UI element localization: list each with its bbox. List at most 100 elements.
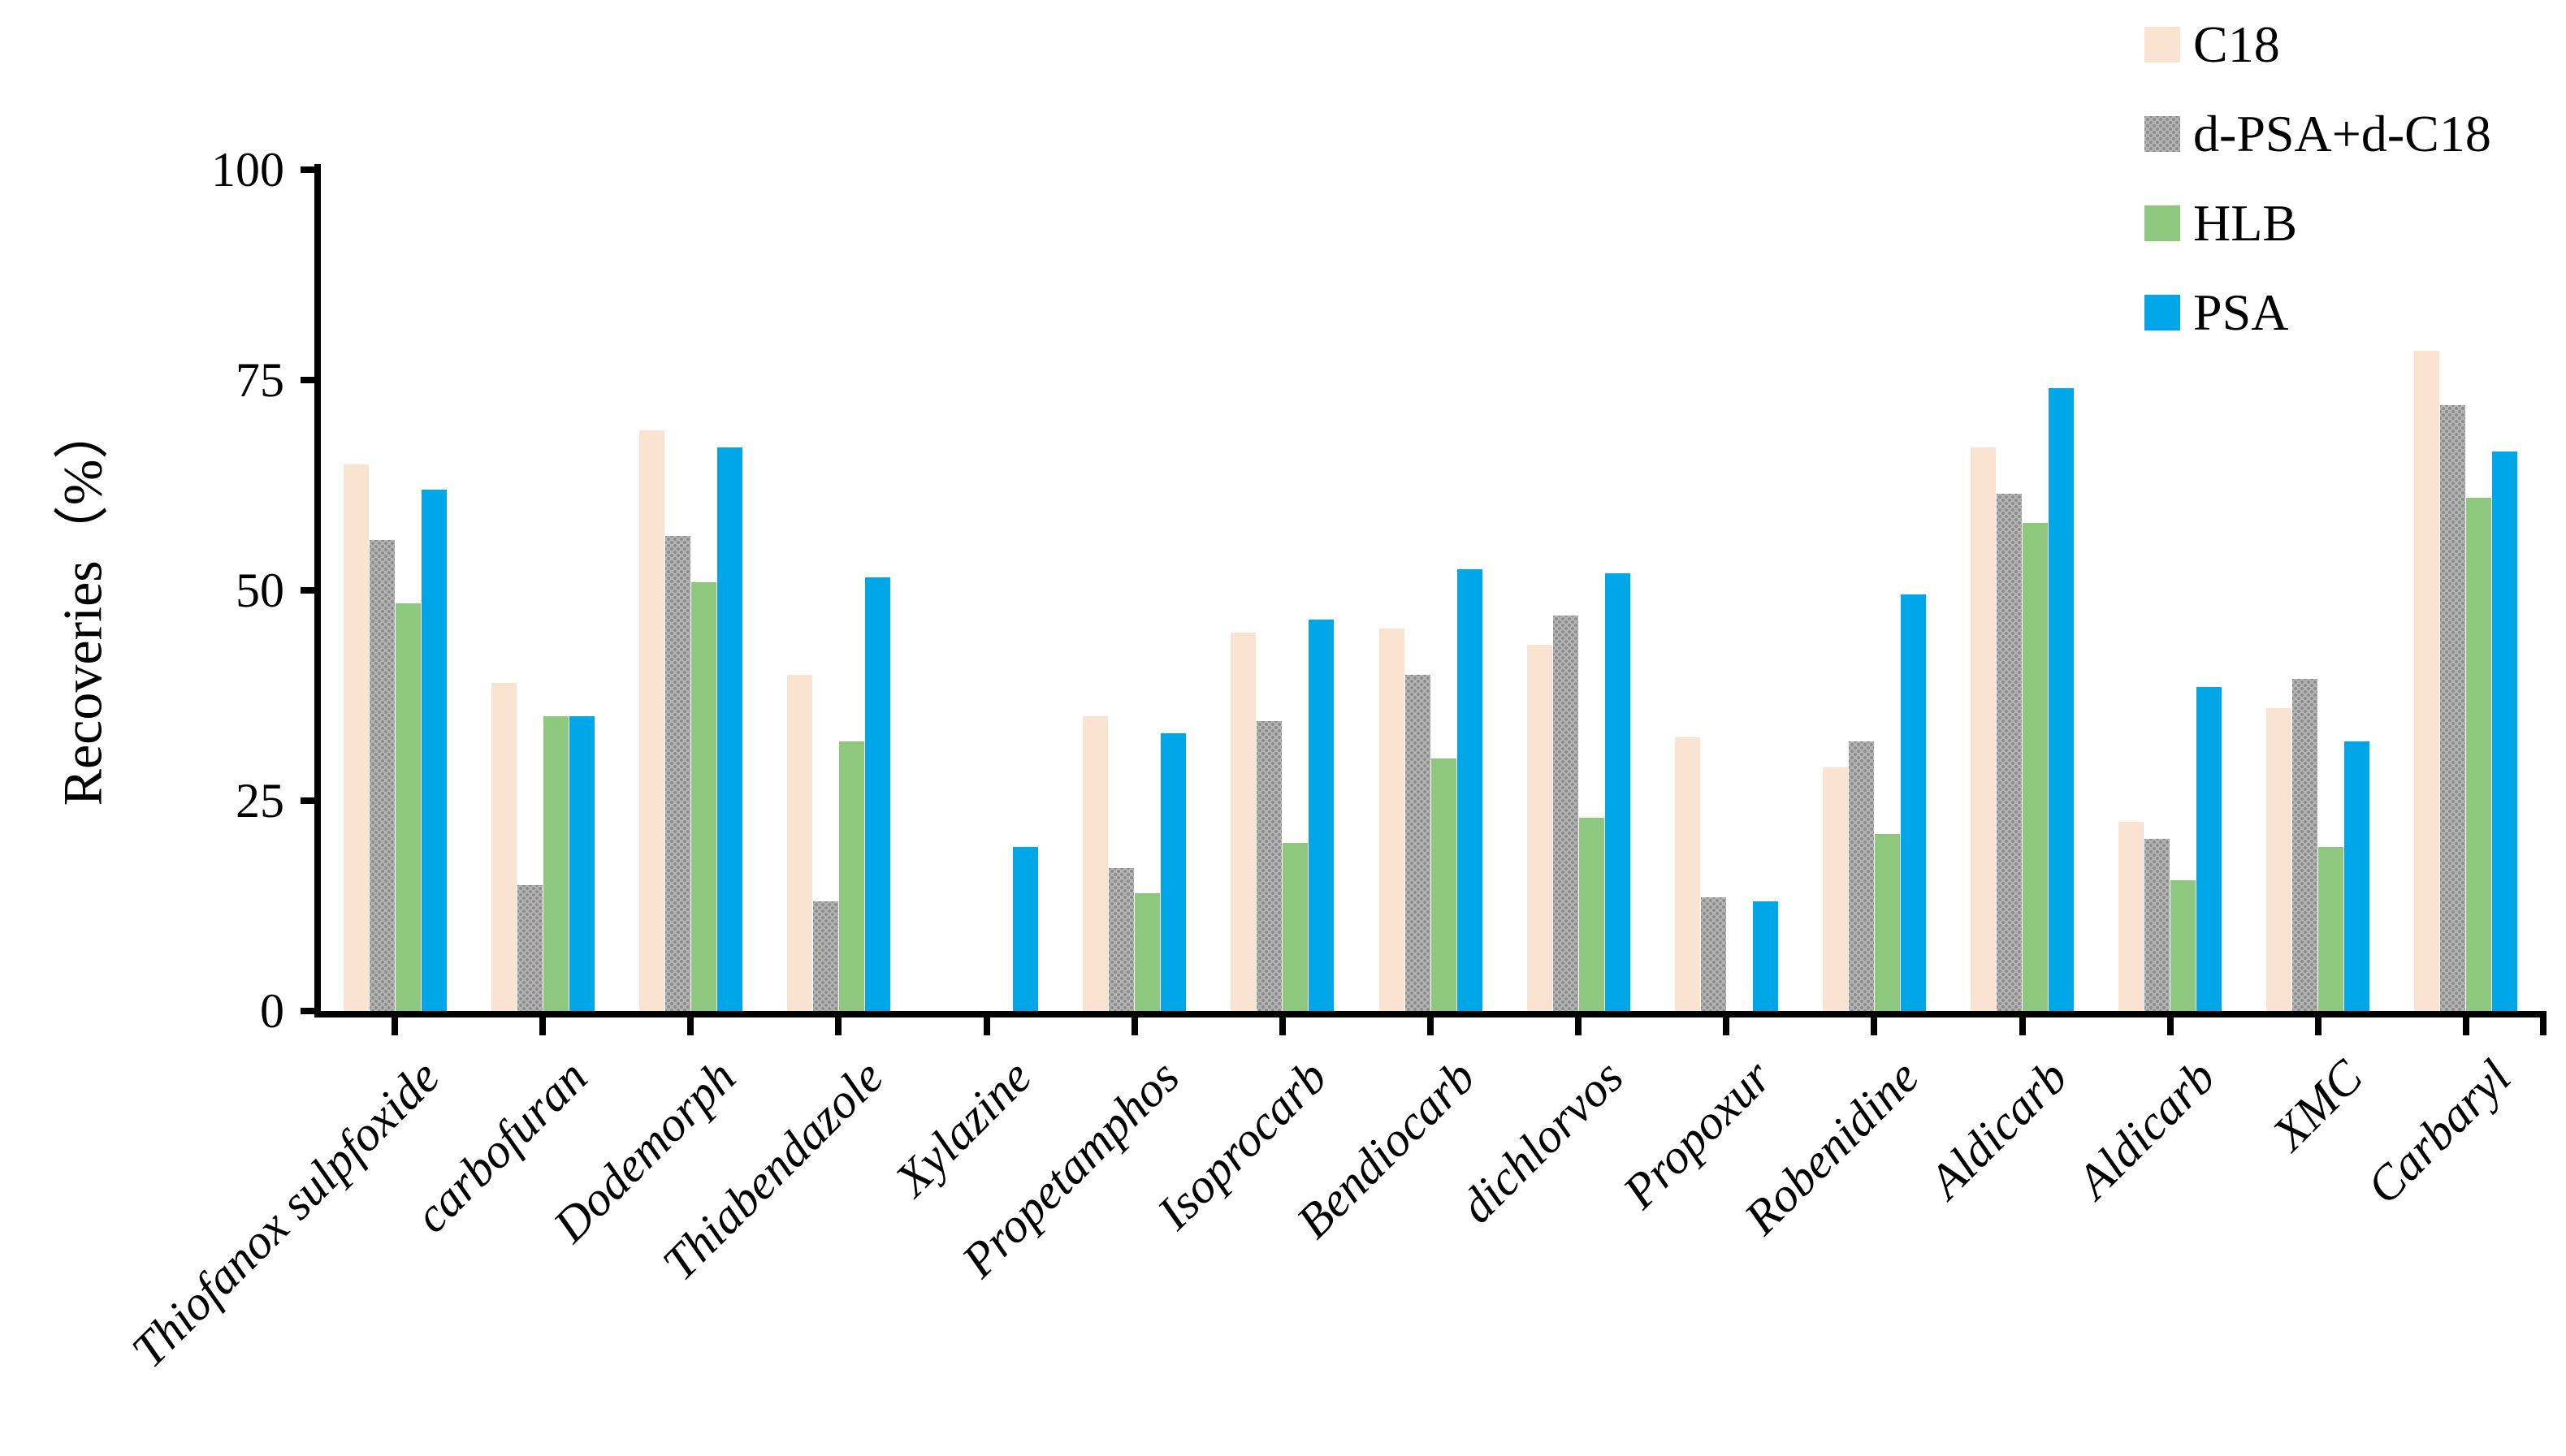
y-tick-mark bbox=[301, 1008, 321, 1014]
x-axis-end-tick bbox=[2540, 1017, 2547, 1035]
y-tick-label: 100 bbox=[211, 143, 284, 197]
x-tick-mark bbox=[2314, 1017, 2322, 1035]
bar-c18 bbox=[1674, 737, 1700, 1011]
bar-psa bbox=[2196, 687, 2222, 1011]
bar-hlb bbox=[2170, 880, 2196, 1011]
bar-psa bbox=[421, 489, 447, 1011]
legend-item-psa: PSA bbox=[2144, 286, 2491, 339]
legend-label: HLB bbox=[2193, 194, 2297, 252]
bar-psa bbox=[1752, 901, 1778, 1011]
x-tick-mark bbox=[835, 1017, 842, 1035]
x-axis-category-label: Aldicarb bbox=[2066, 1049, 2226, 1208]
x-tick-mark bbox=[1279, 1017, 1286, 1035]
x-tick-mark bbox=[983, 1017, 990, 1035]
bar-c18 bbox=[1971, 447, 1997, 1011]
bar-psa bbox=[716, 447, 742, 1011]
bar-c18 bbox=[2118, 821, 2144, 1011]
bar-c18 bbox=[638, 430, 664, 1011]
x-axis-category-label: XMC bbox=[2261, 1049, 2373, 1160]
legend-swatch-icon bbox=[2144, 205, 2180, 241]
legend-swatch-icon bbox=[2144, 295, 2180, 331]
bar-c18 bbox=[2414, 350, 2440, 1011]
bar-hlb bbox=[1578, 817, 1604, 1011]
legend-label: d-PSA+d-C18 bbox=[2193, 105, 2491, 162]
bar-psa bbox=[1456, 569, 1482, 1011]
bar-c18 bbox=[1231, 632, 1257, 1011]
legend-label: PSA bbox=[2193, 283, 2289, 341]
bar-psa bbox=[2492, 451, 2518, 1011]
bar-hlb bbox=[1135, 892, 1161, 1011]
bar-d-psa-d-c18 bbox=[2440, 405, 2466, 1011]
legend: C18 d-PSA+d-C18 HLB PSA bbox=[2144, 18, 2491, 375]
bar-psa bbox=[1604, 573, 1630, 1011]
bar-psa bbox=[1900, 594, 1926, 1011]
bar-c18 bbox=[1378, 628, 1404, 1011]
x-tick-mark bbox=[392, 1017, 399, 1035]
bar-c18 bbox=[1083, 716, 1109, 1011]
y-tick-mark bbox=[301, 166, 321, 173]
x-tick-mark bbox=[1575, 1017, 1582, 1035]
legend-swatch-icon bbox=[2144, 116, 2180, 152]
y-tick-mark bbox=[301, 587, 321, 594]
legend-swatch-icon bbox=[2144, 27, 2180, 63]
bar-d-psa-d-c18 bbox=[1997, 493, 2023, 1011]
legend-item-c18: C18 bbox=[2144, 18, 2491, 71]
bar-psa bbox=[569, 716, 595, 1011]
bar-psa bbox=[1309, 620, 1335, 1011]
bar-d-psa-d-c18 bbox=[369, 539, 395, 1011]
bar-c18 bbox=[1526, 645, 1552, 1011]
x-tick-mark bbox=[687, 1017, 695, 1035]
bar-c18 bbox=[1822, 767, 1848, 1011]
bar-c18 bbox=[491, 682, 517, 1011]
bar-psa bbox=[1161, 733, 1187, 1011]
bar-d-psa-d-c18 bbox=[1552, 616, 1578, 1011]
x-axis-category-label: dichlorvos bbox=[1449, 1049, 1633, 1233]
x-axis-line bbox=[314, 1011, 2547, 1017]
legend-item-hlb: HLB bbox=[2144, 197, 2491, 250]
y-tick-label: 50 bbox=[236, 564, 284, 617]
x-tick-mark bbox=[2019, 1017, 2026, 1035]
y-tick-mark bbox=[301, 377, 321, 383]
bar-d-psa-d-c18 bbox=[1700, 897, 1726, 1011]
bar-d-psa-d-c18 bbox=[664, 535, 690, 1011]
x-axis-category-label: Aldicarb bbox=[1918, 1049, 2077, 1208]
bar-d-psa-d-c18 bbox=[1848, 741, 1874, 1011]
bar-hlb bbox=[838, 741, 864, 1011]
bar-d-psa-d-c18 bbox=[517, 884, 543, 1011]
x-tick-mark bbox=[1427, 1017, 1434, 1035]
bar-d-psa-d-c18 bbox=[2292, 678, 2318, 1011]
x-tick-mark bbox=[1871, 1017, 1878, 1035]
bar-d-psa-d-c18 bbox=[1404, 674, 1430, 1011]
bar-hlb bbox=[2023, 523, 2049, 1011]
y-tick-label: 75 bbox=[236, 353, 284, 407]
x-axis-category-label: Thiofanox sulpfoxide bbox=[121, 1049, 450, 1378]
bar-psa bbox=[2344, 741, 2370, 1011]
bar-hlb bbox=[543, 716, 569, 1011]
y-tick-label: 0 bbox=[260, 984, 284, 1038]
bar-psa bbox=[2049, 388, 2075, 1011]
bar-d-psa-d-c18 bbox=[1257, 720, 1283, 1011]
bar-c18 bbox=[343, 464, 369, 1011]
bar-psa bbox=[864, 577, 890, 1011]
bar-d-psa-d-c18 bbox=[1109, 867, 1135, 1011]
x-tick-mark bbox=[2462, 1017, 2469, 1035]
y-tick-label: 25 bbox=[236, 774, 284, 827]
bar-hlb bbox=[2466, 498, 2492, 1011]
bar-psa bbox=[1013, 846, 1039, 1011]
legend-label: C18 bbox=[2193, 15, 2280, 73]
x-tick-mark bbox=[1723, 1017, 1730, 1035]
bar-hlb bbox=[690, 581, 716, 1011]
bar-d-psa-d-c18 bbox=[2144, 838, 2170, 1011]
x-axis-category-label: Carbaryl bbox=[2356, 1049, 2521, 1214]
bar-hlb bbox=[1874, 834, 1900, 1011]
legend-item-d-psa-d-c18: d-PSA+d-C18 bbox=[2144, 107, 2491, 161]
x-tick-mark bbox=[1131, 1017, 1138, 1035]
bar-c18 bbox=[2266, 708, 2292, 1011]
bar-d-psa-d-c18 bbox=[812, 901, 838, 1011]
bar-hlb bbox=[1283, 842, 1309, 1011]
x-tick-mark bbox=[539, 1017, 547, 1035]
bar-hlb bbox=[2318, 846, 2344, 1011]
bar-hlb bbox=[395, 603, 421, 1011]
y-tick-mark bbox=[301, 797, 321, 804]
